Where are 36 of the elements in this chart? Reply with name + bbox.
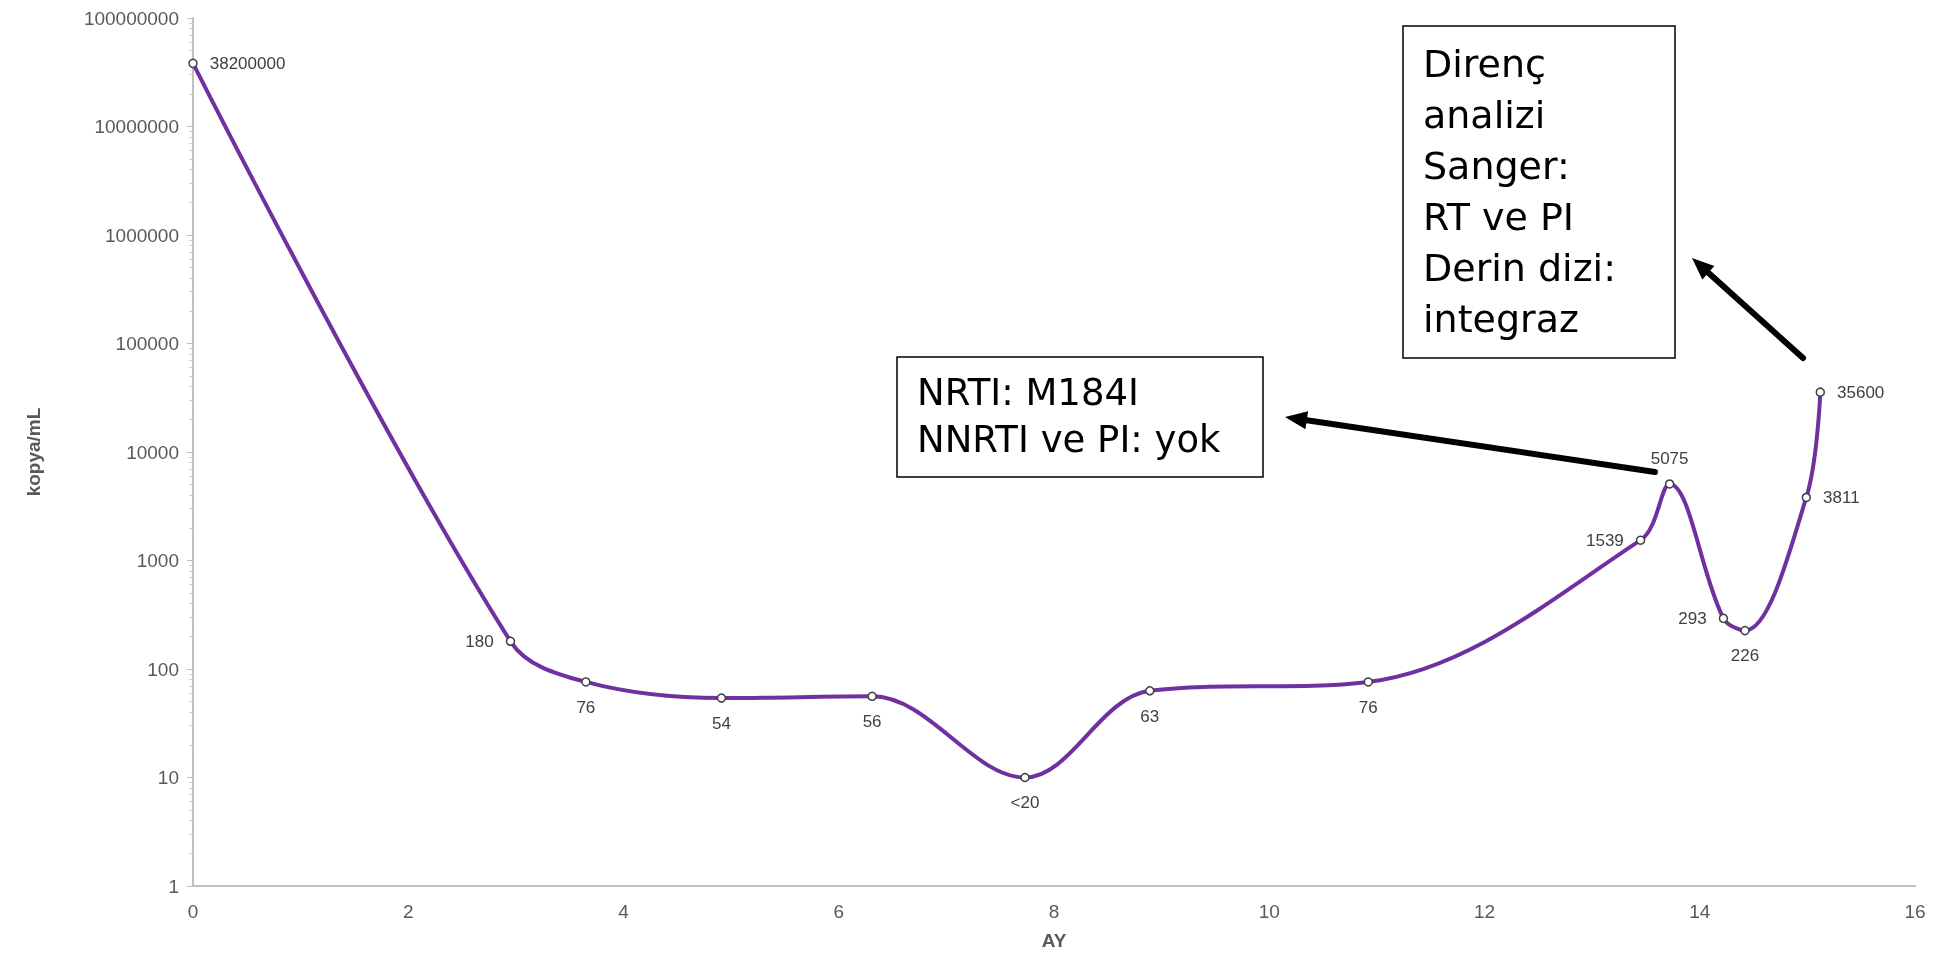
y-tick-label: 100000000	[83, 7, 179, 29]
x-tick-label: 4	[618, 901, 630, 922]
y-tick-label: 10	[157, 767, 179, 788]
data-label: 76	[576, 697, 596, 717]
y-tick-label: 100	[147, 658, 179, 680]
x-tick-label: 6	[833, 901, 845, 922]
y-tick-label: 10000	[126, 441, 179, 463]
data-label: 3811	[1823, 487, 1860, 507]
annotation: Direnç analizi Sanger: RT ve PI Derin dizi: integraz	[1423, 41, 1616, 341]
y-axis-title: kopya/mL	[23, 407, 44, 497]
data-label: 76	[1358, 697, 1378, 717]
data-label: 5075	[1650, 449, 1689, 469]
x-tick-label: 14	[1689, 901, 1711, 922]
data-label: 226	[1730, 646, 1760, 666]
data-label: 38200000	[209, 53, 286, 73]
data-label: 56	[862, 712, 882, 732]
y-tick-label: 1000000	[105, 224, 179, 246]
data-label: 1539	[1585, 530, 1624, 550]
y-tick-label: 10000000	[94, 116, 179, 137]
y-tick-label: 100000	[115, 333, 179, 354]
y-tick-label: 1000	[136, 550, 179, 571]
x-tick-label: 2	[402, 901, 414, 922]
x-axis-title: AY	[1041, 930, 1067, 951]
data-label: <20	[1010, 793, 1040, 813]
y-tick-label: 1	[168, 875, 179, 897]
data-label: 180	[465, 631, 494, 651]
x-tick-label: 10	[1258, 901, 1280, 922]
data-label: 63	[1140, 706, 1160, 726]
x-tick-label: 16	[1904, 901, 1926, 922]
data-label: 54	[711, 713, 731, 733]
x-tick-label: 12	[1473, 901, 1496, 922]
x-tick-label: 8	[1048, 901, 1060, 922]
x-tick-label: 0	[187, 901, 199, 922]
data-label: 293	[1678, 608, 1707, 628]
annotation: NRTI: M184I NNRTI ve PI: yok	[917, 371, 1222, 461]
data-label: 35600	[1837, 382, 1885, 402]
